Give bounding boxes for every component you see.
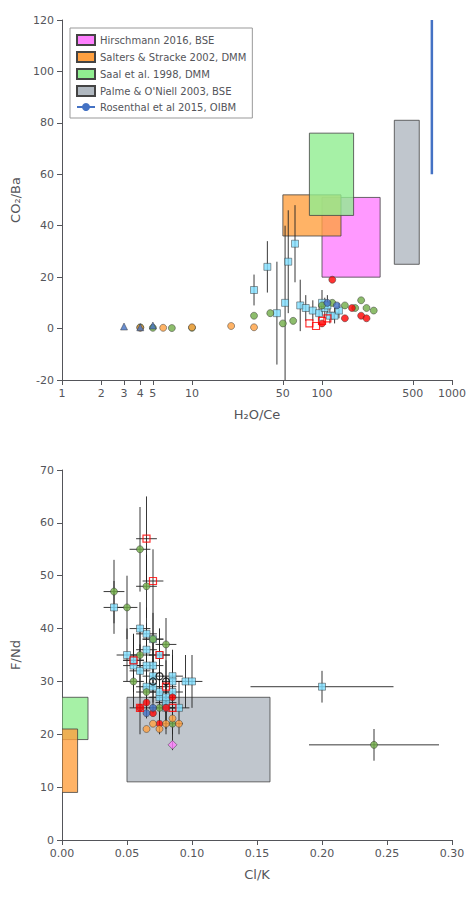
svg-text:60: 60	[40, 516, 54, 529]
svg-text:Rosenthal et al 2015, OIBM: Rosenthal et al 2015, OIBM	[100, 102, 236, 113]
svg-text:0.05: 0.05	[115, 847, 140, 860]
svg-text:70: 70	[40, 464, 54, 477]
svg-text:Cl/K: Cl/K	[244, 867, 270, 882]
svg-text:F/Nd: F/Nd	[8, 640, 23, 670]
svg-text:80: 80	[40, 116, 54, 129]
svg-text:1: 1	[59, 387, 66, 400]
svg-text:0.25: 0.25	[375, 847, 400, 860]
svg-text:0.20: 0.20	[310, 847, 335, 860]
svg-text:120: 120	[33, 14, 54, 27]
svg-text:10: 10	[185, 387, 199, 400]
svg-text:1000: 1000	[438, 387, 466, 400]
svg-text:H₂O/Ce: H₂O/Ce	[234, 407, 281, 422]
svg-text:500: 500	[402, 387, 423, 400]
svg-text:5: 5	[149, 387, 156, 400]
svg-text:50: 50	[40, 569, 54, 582]
svg-text:Hirschmann 2016, BSE: Hirschmann 2016, BSE	[100, 35, 214, 46]
svg-text:0: 0	[47, 322, 54, 335]
svg-text:Palme & O'Niell 2003, BSE: Palme & O'Niell 2003, BSE	[100, 86, 231, 97]
svg-text:60: 60	[40, 168, 54, 181]
svg-text:20: 20	[40, 271, 54, 284]
svg-text:0.10: 0.10	[180, 847, 205, 860]
svg-text:30: 30	[40, 675, 54, 688]
svg-text:40: 40	[40, 622, 54, 635]
svg-text:20: 20	[40, 728, 54, 741]
svg-text:0: 0	[47, 834, 54, 847]
svg-text:4: 4	[137, 387, 144, 400]
svg-text:100: 100	[33, 65, 54, 78]
svg-text:100: 100	[312, 387, 333, 400]
svg-text:0.15: 0.15	[245, 847, 270, 860]
svg-text:-20: -20	[36, 374, 54, 387]
svg-text:CO₂/Ba: CO₂/Ba	[8, 177, 23, 223]
svg-text:0.30: 0.30	[440, 847, 465, 860]
svg-text:Saal et al. 1998, DMM: Saal et al. 1998, DMM	[100, 69, 210, 80]
svg-text:10: 10	[40, 781, 54, 794]
svg-text:40: 40	[40, 219, 54, 232]
svg-text:2: 2	[98, 387, 105, 400]
svg-text:3: 3	[121, 387, 128, 400]
svg-text:50: 50	[276, 387, 290, 400]
svg-text:Salters & Stracke 2002, DMM: Salters & Stracke 2002, DMM	[100, 52, 246, 63]
svg-text:0.00: 0.00	[50, 847, 75, 860]
